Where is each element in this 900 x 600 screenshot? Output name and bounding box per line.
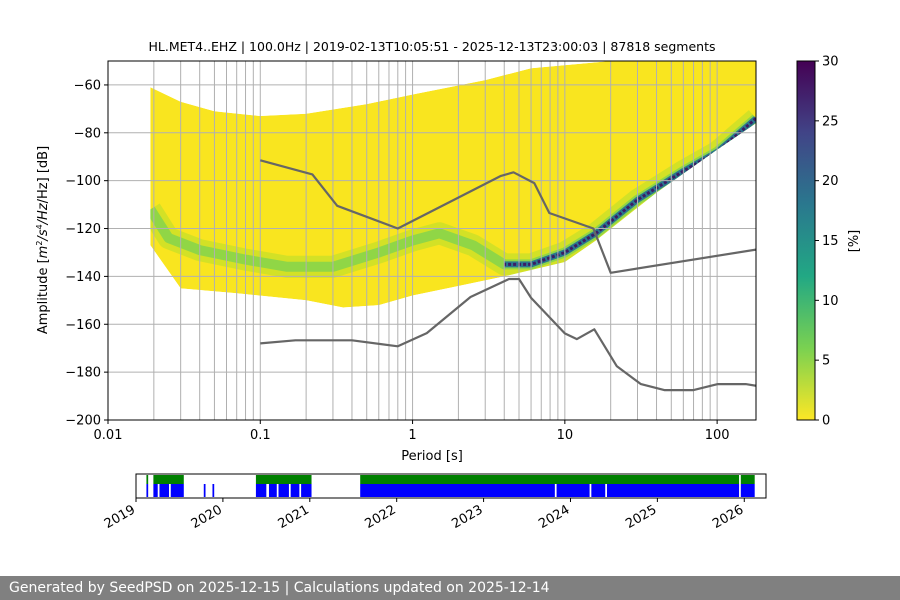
plot-frame (107, 60, 757, 421)
timeline-blue-segment (146, 484, 149, 497)
y-tick-label: −120 (65, 222, 101, 237)
timeline-green-segment (255, 475, 312, 484)
mode-line-core (504, 117, 756, 269)
x-tick-label: 1 (408, 428, 416, 443)
timeline-gap (266, 484, 269, 497)
timeline-gap (299, 484, 302, 497)
timeline-blue-segment (153, 484, 184, 497)
grid-lines (108, 61, 756, 420)
x-tick-label: 0.01 (94, 428, 123, 443)
timeline-year-label: 2024 (536, 502, 572, 532)
colorbar-gradient (796, 60, 816, 421)
colorbar-tick-label: 30 (822, 55, 839, 70)
x-tick-label: 100 (705, 428, 730, 443)
timeline-green-segment (740, 475, 755, 484)
colorbar-tick-label: 15 (822, 234, 839, 249)
timeline-year-label: 2019 (102, 502, 138, 532)
y-axis-label: Amplitude [m2/s4/Hz/Hz] [dB] (35, 146, 51, 334)
noise-model-nlnm (260, 277, 756, 392)
x-tick-label: 10 (557, 428, 574, 443)
colorbar-ticks: 0 5 10 15 20 25 30 (815, 55, 839, 429)
y-axis: −60 −80 −100 −120 −140 −160 −180 −200 (65, 78, 108, 429)
colorbar-tick-label: 10 (822, 294, 839, 309)
timeline-year-label: 2022 (363, 502, 399, 532)
colorbar-tick-label: 5 (822, 354, 830, 369)
timeline-green-segment (360, 475, 740, 484)
timeline-blue-segment (360, 484, 740, 497)
y-tick-label: −200 (65, 414, 101, 429)
y-tick-label: −60 (74, 78, 101, 93)
footer-text: Generated by SeedPSD on 2025-12-15 | Cal… (9, 580, 550, 596)
timeline-year-label: 2025 (623, 502, 659, 532)
y-tick-label: −160 (65, 318, 101, 333)
footer-bar: Generated by SeedPSD on 2025-12-15 | Cal… (0, 576, 900, 600)
timeline-year-ticks: 2019 2020 2021 2022 2023 2024 2025 2026 (102, 498, 746, 532)
timeline-year-label: 2021 (276, 502, 312, 532)
plot-area (107, 60, 757, 421)
timeline-segments (146, 475, 755, 497)
timeline-gap (169, 484, 171, 497)
y-tick-label: −80 (74, 126, 101, 141)
timeline-green-segment (146, 475, 149, 484)
timeline-year-label: 2026 (710, 502, 746, 532)
timeline-green-segment (153, 475, 184, 484)
timeline-gap (589, 484, 592, 497)
y-tick-label: −140 (65, 270, 101, 285)
timeline-year-label: 2023 (449, 502, 485, 532)
timeline-gap (157, 484, 160, 497)
y-tick-label: −100 (65, 174, 101, 189)
x-axis: 0.01 0.1 1 10 100 (94, 420, 730, 443)
timeline-gap (288, 484, 291, 497)
timeline-gap (276, 484, 279, 497)
timeline-frame (135, 473, 767, 499)
chart-title: HL.MET4..EHZ | 100.0Hz | 2019-02-13T10:0… (148, 39, 715, 54)
noise-models (260, 159, 756, 392)
psd-distribution (150, 61, 756, 308)
timeline-gap (605, 484, 607, 497)
ppsd-figure: HL.MET4..EHZ | 100.0Hz | 2019-02-13T10:0… (35, 39, 862, 532)
colorbar: 0 5 10 15 20 25 30 [%] (796, 55, 862, 429)
timeline-blue-segment (740, 484, 755, 497)
timeline-gap (554, 484, 557, 497)
data-availability-timeline: 2019 2020 2021 2022 2023 2024 2025 2026 (102, 473, 767, 532)
colorbar-tick-label: 20 (822, 174, 839, 189)
colorbar-label: [%] (847, 230, 862, 253)
x-tick-label: 0.1 (250, 428, 271, 443)
colorbar-tick-label: 0 (822, 414, 830, 429)
timeline-blue-segment (203, 484, 206, 497)
y-tick-label: −180 (65, 366, 101, 381)
timeline-year-label: 2020 (189, 502, 225, 532)
distribution-fill (150, 61, 756, 308)
noise-model-nhnm (260, 159, 756, 274)
mode-narrow (504, 116, 756, 270)
x-axis-label: Period [s] (401, 449, 463, 464)
timeline-blue-segment (255, 484, 312, 497)
colorbar-tick-label: 25 (822, 114, 839, 129)
distribution-body (150, 61, 756, 308)
timeline-blue-segment (212, 484, 215, 497)
